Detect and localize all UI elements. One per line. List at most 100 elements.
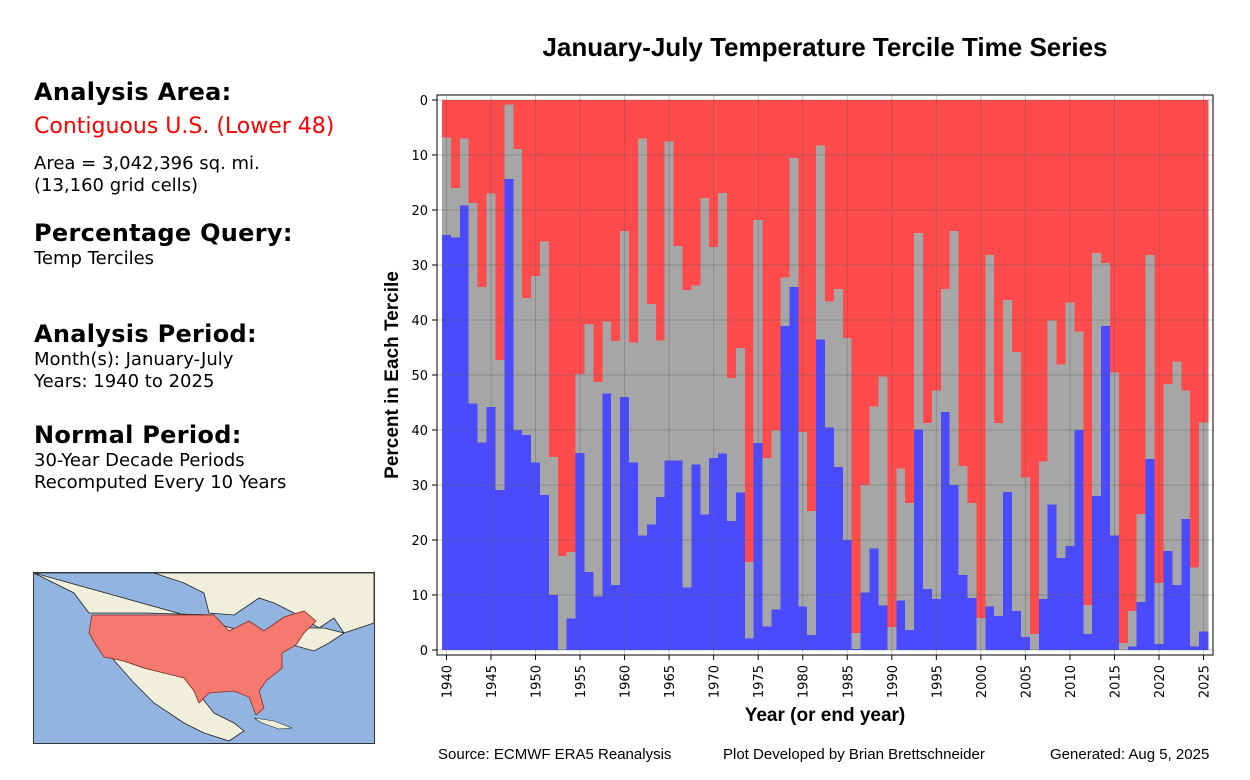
bar-above-1963 — [646, 100, 657, 305]
bar-near-2022 — [1172, 361, 1182, 586]
bar-near-1949 — [522, 298, 532, 435]
bar-above-1958 — [602, 100, 612, 322]
x-axis-label: Year (or end year) — [745, 705, 906, 726]
bar-below-1961 — [629, 462, 639, 650]
bar-near-1963 — [646, 304, 657, 525]
y-tick-label: 20 — [411, 204, 428, 219]
bar-above-1995 — [931, 100, 942, 391]
bar-below-1993 — [914, 429, 924, 650]
bar-near-1944 — [477, 287, 488, 443]
bar-near-2011 — [1074, 331, 1084, 430]
bar-near-1942 — [459, 138, 470, 206]
bar-above-1948 — [513, 100, 523, 149]
bar-above-2019 — [1145, 100, 1156, 256]
bar-below-2024 — [1190, 646, 1200, 650]
developer-credit: Plot Developed by Brian Brettschneider — [723, 746, 985, 763]
x-tick-label: 2005 — [1019, 665, 1034, 698]
bar-near-1959 — [611, 340, 621, 586]
bar-below-2001 — [985, 606, 995, 650]
x-tick-label: 2020 — [1153, 665, 1168, 698]
bar-above-1952 — [548, 100, 559, 457]
bar-below-1987 — [860, 592, 871, 650]
bar-near-1958 — [602, 321, 612, 394]
bar-above-2020 — [1154, 100, 1164, 583]
bar-near-1980 — [798, 432, 808, 607]
bar-near-1953 — [557, 555, 568, 650]
bar-above-1943 — [468, 100, 479, 203]
bar-above-1977 — [771, 100, 781, 431]
bar-near-1973 — [735, 348, 746, 493]
bar-above-1991 — [896, 100, 906, 469]
bar-near-1988 — [869, 406, 879, 549]
bar-above-1942 — [459, 100, 470, 139]
bar-above-2005 — [1020, 100, 1031, 478]
bar-below-1944 — [477, 442, 488, 650]
area-line: Area = 3,042,396 sq. mi. — [34, 153, 260, 174]
bar-near-1989 — [878, 376, 888, 606]
bar-above-1987 — [860, 100, 871, 485]
bar-below-2020 — [1154, 643, 1164, 650]
bar-below-2018 — [1136, 602, 1147, 650]
bar-near-2018 — [1136, 514, 1147, 603]
bar-near-1976 — [762, 458, 773, 627]
bar-near-1965 — [664, 141, 675, 461]
bar-below-1986 — [851, 648, 862, 650]
bar-near-2009 — [1056, 364, 1066, 559]
x-tick-label: 1990 — [886, 665, 901, 698]
bar-near-2001 — [985, 255, 995, 607]
bar-near-1985 — [842, 338, 853, 540]
bar-above-1986 — [851, 100, 862, 633]
bar-near-1982 — [816, 145, 826, 340]
bar-below-2014 — [1101, 326, 1111, 650]
bar-above-1962 — [637, 100, 648, 139]
bar-below-2021 — [1163, 551, 1173, 650]
bar-below-1968 — [691, 464, 701, 650]
bar-near-1978 — [780, 277, 790, 327]
x-tick-label: 1940 — [440, 665, 455, 698]
bar-above-2007 — [1038, 100, 1049, 462]
x-tick-label: 1950 — [530, 665, 545, 698]
bar-near-2017 — [1127, 610, 1138, 647]
bar-below-1999 — [967, 597, 977, 650]
bar-below-1963 — [646, 524, 657, 650]
bar-near-1993 — [914, 233, 924, 430]
x-tick-label: 1975 — [752, 665, 767, 698]
bar-near-2000 — [976, 618, 986, 650]
bar-above-1982 — [816, 100, 826, 146]
bar-above-1947 — [504, 100, 514, 105]
bar-above-2012 — [1083, 100, 1093, 605]
bar-above-2006 — [1029, 100, 1040, 635]
bar-near-2014 — [1101, 262, 1111, 327]
bar-near-2004 — [1012, 351, 1022, 611]
bar-above-1992 — [905, 100, 915, 504]
y-tick-label: 40 — [411, 424, 428, 439]
bar-below-1942 — [459, 205, 470, 650]
bar-near-1996 — [940, 289, 951, 412]
bar-above-2008 — [1047, 100, 1058, 321]
bar-below-2003 — [1003, 492, 1013, 650]
bar-near-1986 — [851, 632, 862, 649]
y-tick-label: 0 — [420, 644, 428, 659]
bar-above-1971 — [718, 100, 728, 193]
bar-near-1957 — [593, 382, 603, 597]
bar-near-1962 — [637, 138, 648, 536]
bar-near-1974 — [744, 562, 755, 639]
bar-above-2011 — [1074, 100, 1084, 332]
bar-above-1959 — [611, 100, 621, 341]
bar-above-1941 — [450, 100, 461, 188]
generated-date: Generated: Aug 5, 2025 — [1050, 746, 1210, 763]
bar-above-1988 — [869, 100, 879, 407]
bar-near-1977 — [771, 430, 781, 610]
x-tick-label: 2010 — [1064, 665, 1079, 698]
bar-below-2012 — [1083, 634, 1093, 650]
bar-above-1990 — [887, 100, 897, 627]
bar-near-2005 — [1020, 477, 1031, 637]
bar-below-2008 — [1047, 504, 1058, 650]
normal-line-2: Recomputed Every 10 Years — [34, 472, 287, 493]
bar-near-1972 — [727, 377, 737, 521]
bar-below-2005 — [1020, 636, 1031, 650]
years-line: Years: 1940 to 2025 — [34, 371, 215, 392]
bar-below-1973 — [735, 492, 746, 650]
bar-above-1994 — [922, 100, 933, 423]
bar-below-2023 — [1181, 519, 1191, 650]
